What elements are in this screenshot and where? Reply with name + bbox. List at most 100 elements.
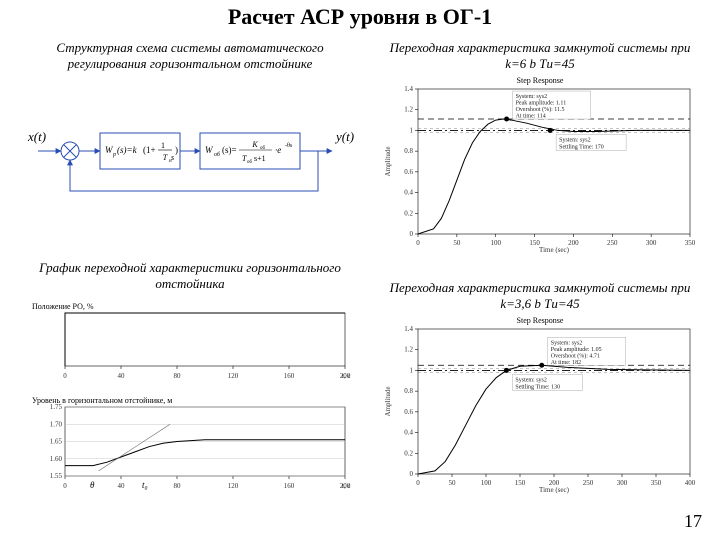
svg-text:1: 1 (161, 141, 165, 150)
svg-text:Step Response: Step Response (517, 316, 564, 325)
svg-text:0: 0 (416, 479, 420, 487)
svg-text:100: 100 (490, 239, 501, 247)
page-number: 17 (684, 511, 702, 532)
svg-text:0.2: 0.2 (404, 449, 413, 457)
svg-text:0.4: 0.4 (404, 429, 413, 437)
panel-diagram: Структурная схема системы автоматическог… (20, 40, 360, 216)
block-diagram: x(t)y(t)Wр(s)=k(1+1Tиs)Wоб(s)=KобTобs+1·… (20, 71, 360, 211)
svg-text:50: 50 (449, 479, 457, 487)
svg-text:1.75: 1.75 (50, 403, 63, 411)
svg-text:Положение РО, %: Положение РО, % (32, 302, 94, 311)
svg-text:120: 120 (228, 482, 239, 490)
svg-text:-θs: -θs (285, 143, 293, 149)
svg-text:0.6: 0.6 (404, 168, 413, 176)
diagram-caption: Структурная схема системы автоматическог… (20, 40, 360, 71)
svg-text:K: K (251, 140, 258, 149)
svg-text:·e: ·e (275, 145, 281, 155)
svg-text:s: s (171, 153, 174, 162)
svg-text:200: 200 (568, 239, 579, 247)
svg-text:1.55: 1.55 (50, 472, 63, 480)
svg-text:t, c: t, c (342, 372, 351, 380)
svg-text:0.8: 0.8 (404, 387, 413, 395)
svg-text:0: 0 (410, 470, 414, 478)
svg-text:об: об (247, 160, 253, 165)
step-k6-caption: Переходная характеристика замкнутой сист… (380, 40, 700, 71)
svg-text:0: 0 (63, 482, 67, 490)
svg-text:1.70: 1.70 (50, 420, 63, 428)
svg-text:40: 40 (118, 482, 126, 490)
panel-open-loop: График переходной характеристики горизон… (20, 260, 360, 501)
svg-text:0: 0 (63, 372, 67, 380)
page-title: Расчет АСР уровня в ОГ-1 (0, 4, 720, 30)
svg-text:0: 0 (410, 230, 414, 238)
step-k36-plot: Step Response05010015020025030035040000.… (380, 311, 700, 496)
open-loop-plot1: Положение РО, %04080120160200t, c (20, 291, 360, 386)
open-loop-plot2: Уровень в горизонтальном отстойнике, м04… (20, 391, 360, 496)
svg-text:50: 50 (453, 239, 461, 247)
svg-text:Overshoot (%): 4.71: Overshoot (%): 4.71 (551, 352, 600, 359)
svg-text:System: sys2: System: sys2 (551, 340, 583, 346)
svg-text:350: 350 (651, 479, 662, 487)
svg-text:y(t): y(t) (334, 129, 354, 144)
svg-text:s+1: s+1 (254, 154, 266, 163)
svg-text:1.2: 1.2 (404, 346, 413, 354)
svg-text:At time: 182: At time: 182 (551, 360, 581, 366)
svg-text:Peak amplitude: 1.05: Peak amplitude: 1.05 (551, 347, 602, 353)
panel-step-k36: Переходная характеристика замкнутой сист… (380, 280, 700, 501)
svg-text:0.4: 0.4 (404, 189, 413, 197)
svg-text:Settling Time: 130: Settling Time: 130 (515, 385, 560, 391)
svg-text:T: T (163, 153, 168, 162)
svg-text:0.2: 0.2 (404, 209, 413, 217)
svg-text:1.60: 1.60 (50, 455, 63, 463)
svg-text:150: 150 (515, 479, 526, 487)
svg-text:t₀: t₀ (142, 480, 148, 490)
svg-text:Settling Time: 170: Settling Time: 170 (559, 145, 604, 151)
svg-text:(s)=: (s)= (222, 145, 237, 155)
svg-text:System: sys2: System: sys2 (516, 94, 548, 100)
svg-text:): ) (175, 145, 178, 155)
svg-text:250: 250 (607, 239, 618, 247)
svg-text:об: об (214, 151, 221, 158)
svg-text:At time: 114: At time: 114 (516, 114, 546, 120)
svg-text:0.8: 0.8 (404, 147, 413, 155)
svg-text:1: 1 (410, 367, 414, 375)
svg-text:1.4: 1.4 (404, 85, 413, 93)
svg-text:40: 40 (118, 372, 126, 380)
svg-text:100: 100 (481, 479, 492, 487)
svg-text:x(t): x(t) (27, 129, 46, 144)
svg-text:System: sys2: System: sys2 (515, 378, 547, 384)
svg-text:t, c: t, c (342, 482, 351, 490)
panel-step-k6: Переходная характеристика замкнутой сист… (380, 40, 700, 261)
svg-text:0.6: 0.6 (404, 408, 413, 416)
svg-text:350: 350 (685, 239, 696, 247)
svg-text:400: 400 (685, 479, 696, 487)
svg-text:160: 160 (284, 482, 295, 490)
step-k6-plot: Step Response05010015020025030035000.20.… (380, 71, 700, 256)
svg-text:(1+: (1+ (143, 145, 156, 155)
svg-text:160: 160 (284, 372, 295, 380)
svg-text:Step Response: Step Response (517, 76, 564, 85)
svg-text:System: sys2: System: sys2 (559, 138, 591, 144)
svg-text:300: 300 (617, 479, 628, 487)
svg-text:Amplitude: Amplitude (384, 147, 392, 177)
svg-text:80: 80 (174, 482, 182, 490)
svg-text:Peak amplitude: 1.11: Peak amplitude: 1.11 (516, 101, 567, 107)
svg-text:80: 80 (174, 372, 182, 380)
svg-text:1.4: 1.4 (404, 325, 413, 333)
svg-text:1.2: 1.2 (404, 106, 413, 114)
svg-text:Time (sec): Time (sec) (539, 486, 570, 494)
svg-text:об: об (260, 146, 266, 151)
svg-text:0: 0 (416, 239, 420, 247)
svg-text:(s)=k: (s)=k (117, 145, 138, 155)
open-loop-caption: График переходной характеристики горизон… (20, 260, 360, 291)
svg-text:Amplitude: Amplitude (384, 387, 392, 417)
svg-text:р: р (112, 152, 116, 158)
svg-text:Overshoot (%): 11.5: Overshoot (%): 11.5 (516, 106, 565, 113)
svg-text:1: 1 (410, 127, 414, 135)
svg-text:300: 300 (646, 239, 657, 247)
step-k36-caption: Переходная характеристика замкнутой сист… (380, 280, 700, 311)
svg-text:Time (sec): Time (sec) (539, 246, 570, 254)
svg-text:θ: θ (90, 480, 95, 490)
svg-text:120: 120 (228, 372, 239, 380)
svg-text:250: 250 (583, 479, 594, 487)
